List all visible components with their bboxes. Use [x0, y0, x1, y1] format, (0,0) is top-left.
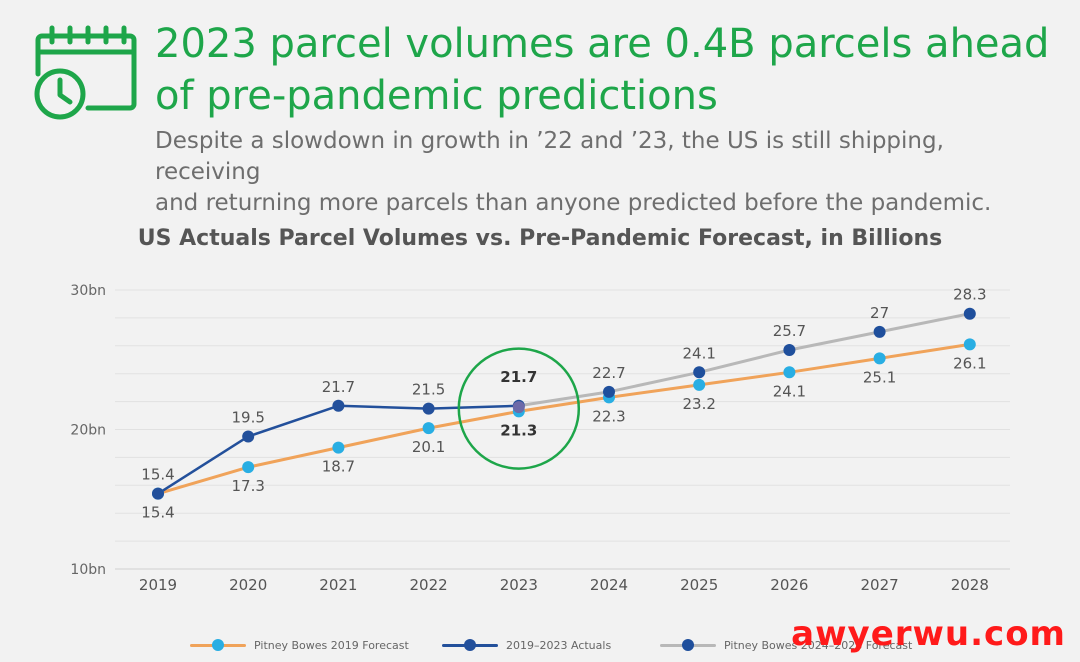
data-point-pb-2024-forecast [603, 385, 615, 398]
data-point-pb-2024-forecast [873, 325, 886, 338]
data-label-pb-2019-forecast: 22.3 [592, 407, 625, 425]
data-point-pb-2019-forecast [422, 422, 435, 435]
x-tick-label: 2021 [319, 576, 357, 594]
x-tick-label: 2019 [139, 576, 177, 594]
data-label-actuals: 21.7 [500, 368, 537, 386]
legend-item-forecast-2024: Pitney Bowes 2024–2028 Forecast [660, 638, 912, 652]
chart-legend: Pitney Bowes 2019 Forecast 2019–2023 Act… [190, 634, 950, 658]
legend-swatch-forecast-2024 [660, 638, 716, 652]
x-tick-label: 2027 [861, 576, 899, 594]
data-label-pb-2019-forecast: 25.1 [863, 368, 896, 386]
legend-swatch-forecast-2019 [190, 638, 246, 652]
x-tick-label: 2024 [590, 576, 628, 594]
x-tick-label: 2026 [770, 576, 808, 594]
data-point-pb-2019-forecast [783, 366, 796, 379]
data-label-pb-2019-forecast: 20.1 [412, 438, 445, 456]
data-label-pb-2024-forecast: 24.1 [682, 344, 715, 362]
data-point-pb-2019-forecast [332, 441, 345, 454]
legend-item-forecast-2019: Pitney Bowes 2019 Forecast [190, 638, 409, 652]
data-label-pb-2024-forecast: 28.3 [953, 286, 986, 304]
legend-label-forecast-2019: Pitney Bowes 2019 Forecast [254, 638, 409, 652]
data-point-actuals [332, 399, 345, 412]
series-line-pb-2019-forecast [156, 342, 972, 496]
highlight-circle [457, 347, 581, 470]
data-label-pb-2024-forecast: 25.7 [773, 322, 806, 340]
series-line-pb-2024-forecast [517, 312, 972, 408]
data-label-pb-2019-forecast: 26.1 [953, 354, 986, 372]
y-tick-label: 20bn [70, 423, 106, 439]
x-tick-label: 2022 [410, 576, 448, 594]
data-point-pb-2024-forecast [963, 307, 976, 320]
data-label-pb-2019-forecast: 17.3 [231, 477, 264, 495]
data-point-actuals [152, 487, 164, 500]
data-label-pb-2019-forecast: 18.7 [322, 458, 355, 476]
data-label-pb-2019-forecast: 23.2 [682, 395, 715, 413]
x-tick-label: 2025 [680, 576, 718, 594]
data-point-pb-2019-forecast [873, 352, 886, 365]
data-point-actuals [422, 402, 435, 415]
data-label-pb-2019-forecast: 15.4 [141, 504, 174, 522]
data-label-actuals: 19.5 [231, 408, 264, 426]
line-chart: 10bn 20bn 30bn 2019 2020 2021 2022 2023 2024 2025… [70, 283, 1010, 594]
watermark: awyerwu.com [791, 614, 1066, 654]
data-point-pb-2019-forecast [963, 338, 976, 351]
data-point-pb-2019-forecast [693, 378, 706, 391]
x-tick-label: 2020 [229, 576, 267, 594]
subhead-line-2: and returning more parcels than anyone p… [155, 190, 992, 216]
data-label-actuals: 21.5 [412, 381, 445, 399]
chart-title: US Actuals Parcel Volumes vs. Pre-Pandem… [137, 226, 943, 251]
data-point-actuals [242, 430, 255, 443]
x-tick-label: 2023 [500, 576, 538, 594]
data-point-2023-overlap [512, 401, 525, 414]
data-point-pb-2024-forecast [783, 343, 796, 356]
data-point-pb-2024-forecast [693, 366, 706, 379]
x-tick-label: 2028 [951, 576, 989, 594]
legend-label-forecast-2024: Pitney Bowes 2024–2028 Forecast [724, 638, 913, 652]
y-tick-label: 10bn [70, 562, 106, 578]
subheadline: Despite a slowdown in growth in ’22 and … [155, 126, 1055, 219]
calendar-clock-icon [34, 25, 137, 120]
data-label-pb-2024-forecast: 27 [870, 304, 889, 322]
legend-swatch-actuals [442, 638, 498, 652]
data-label-pb-2024-forecast: 22.7 [592, 364, 625, 382]
data-point-pb-2019-forecast [242, 461, 255, 474]
headline-line-1: 2023 parcel volumes are 0.4B parcels ahe… [155, 21, 1050, 67]
data-label-pb-2019-forecast: 21.3 [500, 421, 537, 439]
data-label-pb-2019-forecast: 24.1 [773, 382, 806, 400]
y-tick-label: 30bn [70, 283, 106, 299]
data-label-actuals: 21.7 [322, 378, 355, 396]
headline-line-2: of pre-pandemic predictions [155, 73, 718, 119]
legend-label-actuals: 2019–2023 Actuals [506, 638, 612, 652]
subhead-line-1: Despite a slowdown in growth in ’22 and … [155, 128, 944, 185]
legend-item-actuals: 2019–2023 Actuals [442, 638, 611, 652]
page-title: 2023 parcel volumes are 0.4B parcels ahe… [155, 18, 1055, 122]
data-label-actuals: 15.4 [141, 466, 174, 484]
